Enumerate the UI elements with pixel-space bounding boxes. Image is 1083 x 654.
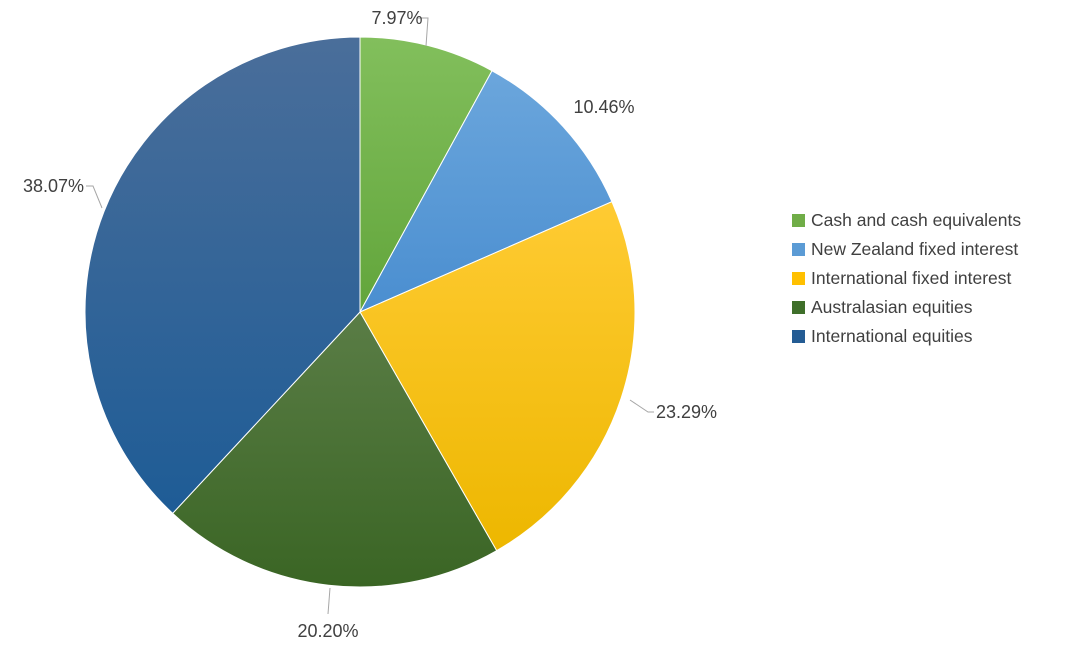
legend-label-intl-equities: International equities (811, 326, 973, 346)
data-label-intl-equities: 38.07% (23, 176, 84, 196)
leader-line-intl-equities (86, 185, 103, 209)
pie-slice-intl-equities (84, 36, 361, 515)
legend-label-australasian-equities: Australasian equities (811, 297, 973, 317)
leader-line-intl-fixed-interest (629, 399, 654, 413)
pie-slice-nz-fixed-interest (358, 70, 613, 314)
data-label-intl-fixed-interest: 23.29% (656, 402, 717, 422)
leader-line-cash (418, 17, 429, 47)
data-label-australasian-equities: 20.20% (297, 621, 358, 641)
legend-label-intl-fixed-interest: International fixed interest (811, 268, 1012, 288)
legend-item-intl-fixed-interest: International fixed interest (792, 264, 1083, 293)
legend-item-intl-equities: International equities (792, 322, 1083, 351)
legend-swatch-australasian-equities (792, 301, 805, 314)
pie-slices (84, 36, 636, 588)
legend-swatch-intl-fixed-interest (792, 272, 805, 285)
legend-item-nz-fixed-interest: New Zealand fixed interest (792, 235, 1083, 264)
legend-swatch-intl-equities (792, 330, 805, 343)
pie-slice-cash (359, 36, 493, 313)
pie-slice-intl-fixed-interest (359, 201, 636, 552)
legend-item-australasian-equities: Australasian equities (792, 293, 1083, 322)
legend-label-cash: Cash and cash equivalents (811, 210, 1022, 230)
data-label-cash: 7.97% (371, 8, 422, 28)
leader-line-australasian-equities (327, 587, 331, 615)
legend-item-cash: Cash and cash equivalents (792, 206, 1083, 235)
legend: Cash and cash equivalents New Zealand fi… (792, 206, 1083, 351)
leader-lines (86, 17, 654, 615)
pie-slice-australasian-equities (171, 311, 498, 588)
legend-swatch-nz-fixed-interest (792, 243, 805, 256)
legend-swatch-cash (792, 214, 805, 227)
data-labels: 7.97% 10.46% 23.29% 20.20% 38.07% (23, 8, 717, 641)
legend-label-nz-fixed-interest: New Zealand fixed interest (811, 239, 1019, 259)
data-label-nz-fixed-interest: 10.46% (573, 97, 634, 117)
